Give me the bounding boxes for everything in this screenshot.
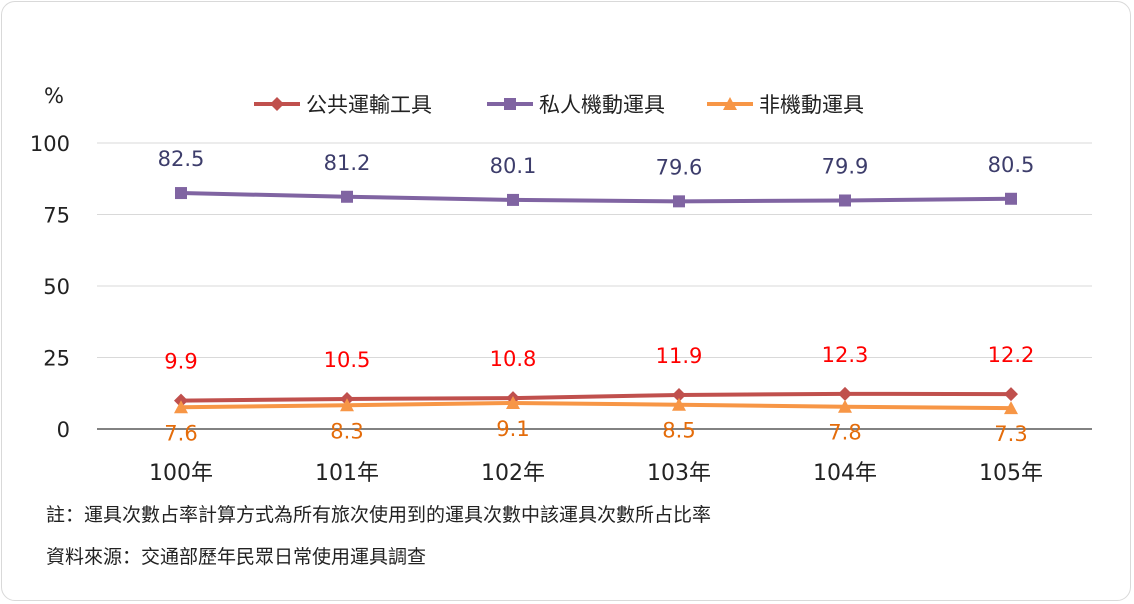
y-axis-label: %	[44, 84, 64, 108]
data-point	[507, 193, 519, 206]
data-label: 9.9	[164, 350, 197, 374]
series-line	[180, 400, 1012, 411]
data-point	[1004, 387, 1018, 402]
legend-label: 私人機動運具	[539, 93, 665, 117]
data-label: 12.3	[822, 343, 869, 367]
data-label: 80.5	[988, 153, 1035, 177]
data-label: 8.3	[330, 419, 363, 443]
axes: 0 25 50 75 100% 100年 101年 102年 103年 104年 105年	[30, 84, 1092, 486]
x-tick-label: 105年	[979, 461, 1043, 486]
data-point	[838, 399, 852, 413]
data-label: 9.1	[496, 417, 529, 441]
data-point	[672, 397, 686, 411]
legend: 公共運輸工具 私人機動運具 非機動運具	[254, 93, 864, 117]
legend-entry: 私人機動運具	[487, 93, 665, 117]
data-point	[174, 400, 188, 414]
data-point	[175, 187, 187, 200]
y-tick-label: 25	[43, 347, 70, 371]
data-label: 80.1	[490, 154, 537, 178]
data-point	[341, 190, 353, 203]
legend-entry: 公共運輸工具	[254, 93, 432, 117]
data-point	[1005, 192, 1017, 205]
data-point	[506, 395, 520, 409]
y-tick-label: 0	[57, 418, 70, 442]
data-point	[1004, 401, 1018, 415]
calculation-note: 註：運具次數占率計算方式為所有旅次使用到的運具次數中該運具次數所占比率	[46, 504, 712, 526]
series-lines	[174, 187, 1018, 415]
data-point	[839, 194, 851, 207]
legend-label: 非機動運具	[759, 93, 864, 117]
data-label: 7.3	[994, 422, 1027, 446]
data-labels: 9.9 10.5 10.8 11.9 12.3 12.2 82.5 81.2 80.1 79.6 7…	[158, 147, 1035, 446]
x-tick-label: 101年	[315, 461, 379, 486]
data-point	[340, 398, 354, 412]
data-point	[672, 387, 686, 402]
legend-marker	[504, 98, 516, 110]
line-chart: 0 25 50 75 100% 100年 101年 102年 103年 104年 105年 公共運輸…	[30, 84, 1092, 486]
y-tick-label: 75	[43, 204, 70, 228]
data-label: 7.8	[828, 421, 861, 445]
series-line	[180, 391, 1012, 403]
x-tick-label: 103年	[647, 461, 711, 486]
series-line	[180, 191, 1012, 204]
x-tick-label: 100年	[149, 461, 213, 486]
legend-marker	[723, 97, 737, 110]
data-label: 8.5	[662, 419, 695, 443]
data-label: 79.9	[822, 154, 869, 178]
data-label: 79.6	[656, 155, 703, 179]
data-label: 10.8	[490, 347, 537, 371]
data-label: 12.2	[988, 343, 1035, 367]
legend-marker	[270, 97, 284, 111]
data-point	[838, 386, 852, 401]
legend-entry: 非機動運具	[707, 93, 864, 117]
data-label: 11.9	[656, 344, 703, 368]
data-label: 82.5	[158, 147, 205, 171]
data-label: 10.5	[324, 348, 371, 372]
x-tick-label: 104年	[813, 461, 877, 486]
data-point	[673, 195, 685, 208]
x-tick-label: 102年	[481, 461, 545, 486]
grid-lines	[97, 142, 1092, 358]
source-note: 資料來源：交通部歷年民眾日常使用運具調查	[46, 546, 427, 568]
y-tick-label: 100	[30, 132, 70, 156]
data-label: 7.6	[164, 421, 197, 445]
data-label: 81.2	[324, 151, 371, 175]
legend-label: 公共運輸工具	[306, 93, 432, 117]
y-tick-label: 50	[43, 275, 70, 299]
